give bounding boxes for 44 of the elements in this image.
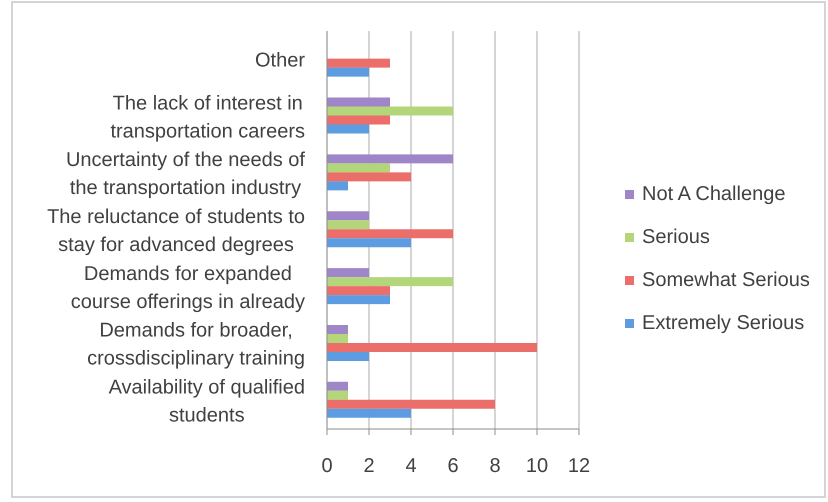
x-tick-label: 8: [489, 455, 501, 478]
legend-label: Not A Challenge: [642, 182, 786, 204]
bar: [327, 181, 348, 190]
bar: [327, 172, 411, 182]
y-tick-label: The lack of interest in transportation careers: [110, 92, 306, 142]
y-tick-label: Demands for expanded course offerings in already: [70, 262, 306, 313]
bar: [327, 286, 390, 296]
legend-label: Somewhat Serious: [642, 268, 810, 290]
y-tick-label: Demands for broader, crossdisciplinary training: [87, 320, 306, 370]
bar: [327, 116, 390, 125]
bar: [327, 211, 369, 220]
bar: [327, 268, 369, 278]
y-tick-label: Availability of qualified students: [108, 376, 306, 427]
x-tick-label: 10: [526, 455, 548, 478]
bar: [327, 163, 390, 172]
bar: [327, 68, 369, 77]
bar: [327, 229, 453, 238]
bar: [327, 382, 348, 391]
y-tick-label: The reluctance of students to stay for advanced degrees: [47, 206, 306, 256]
bar: [327, 352, 369, 361]
x-tick-label: 4: [405, 455, 417, 478]
bar: [327, 400, 495, 409]
legend-label: Extremely Serious: [642, 312, 804, 334]
bar: [327, 220, 369, 230]
bar: [327, 58, 390, 68]
bar: [327, 98, 390, 107]
x-tick-label: 0: [321, 455, 333, 478]
bar: [327, 106, 453, 116]
bar: [327, 408, 411, 418]
bar: [327, 324, 348, 334]
bar: [327, 277, 453, 286]
x-tick-label: 6: [447, 455, 459, 478]
bar: [327, 124, 369, 134]
bar: [327, 154, 453, 164]
y-tick-label: Other: [254, 49, 306, 72]
x-tick-label: 2: [363, 455, 375, 478]
bar: [327, 238, 411, 248]
bar: [327, 295, 390, 304]
bar: [327, 390, 348, 400]
y-tick-label: Uncertainty of the needs of the transportation industry: [66, 149, 306, 200]
x-tick-label: 12: [568, 455, 590, 478]
bar: [327, 342, 537, 352]
bar: [327, 334, 348, 343]
legend-label: Serious: [642, 226, 710, 248]
